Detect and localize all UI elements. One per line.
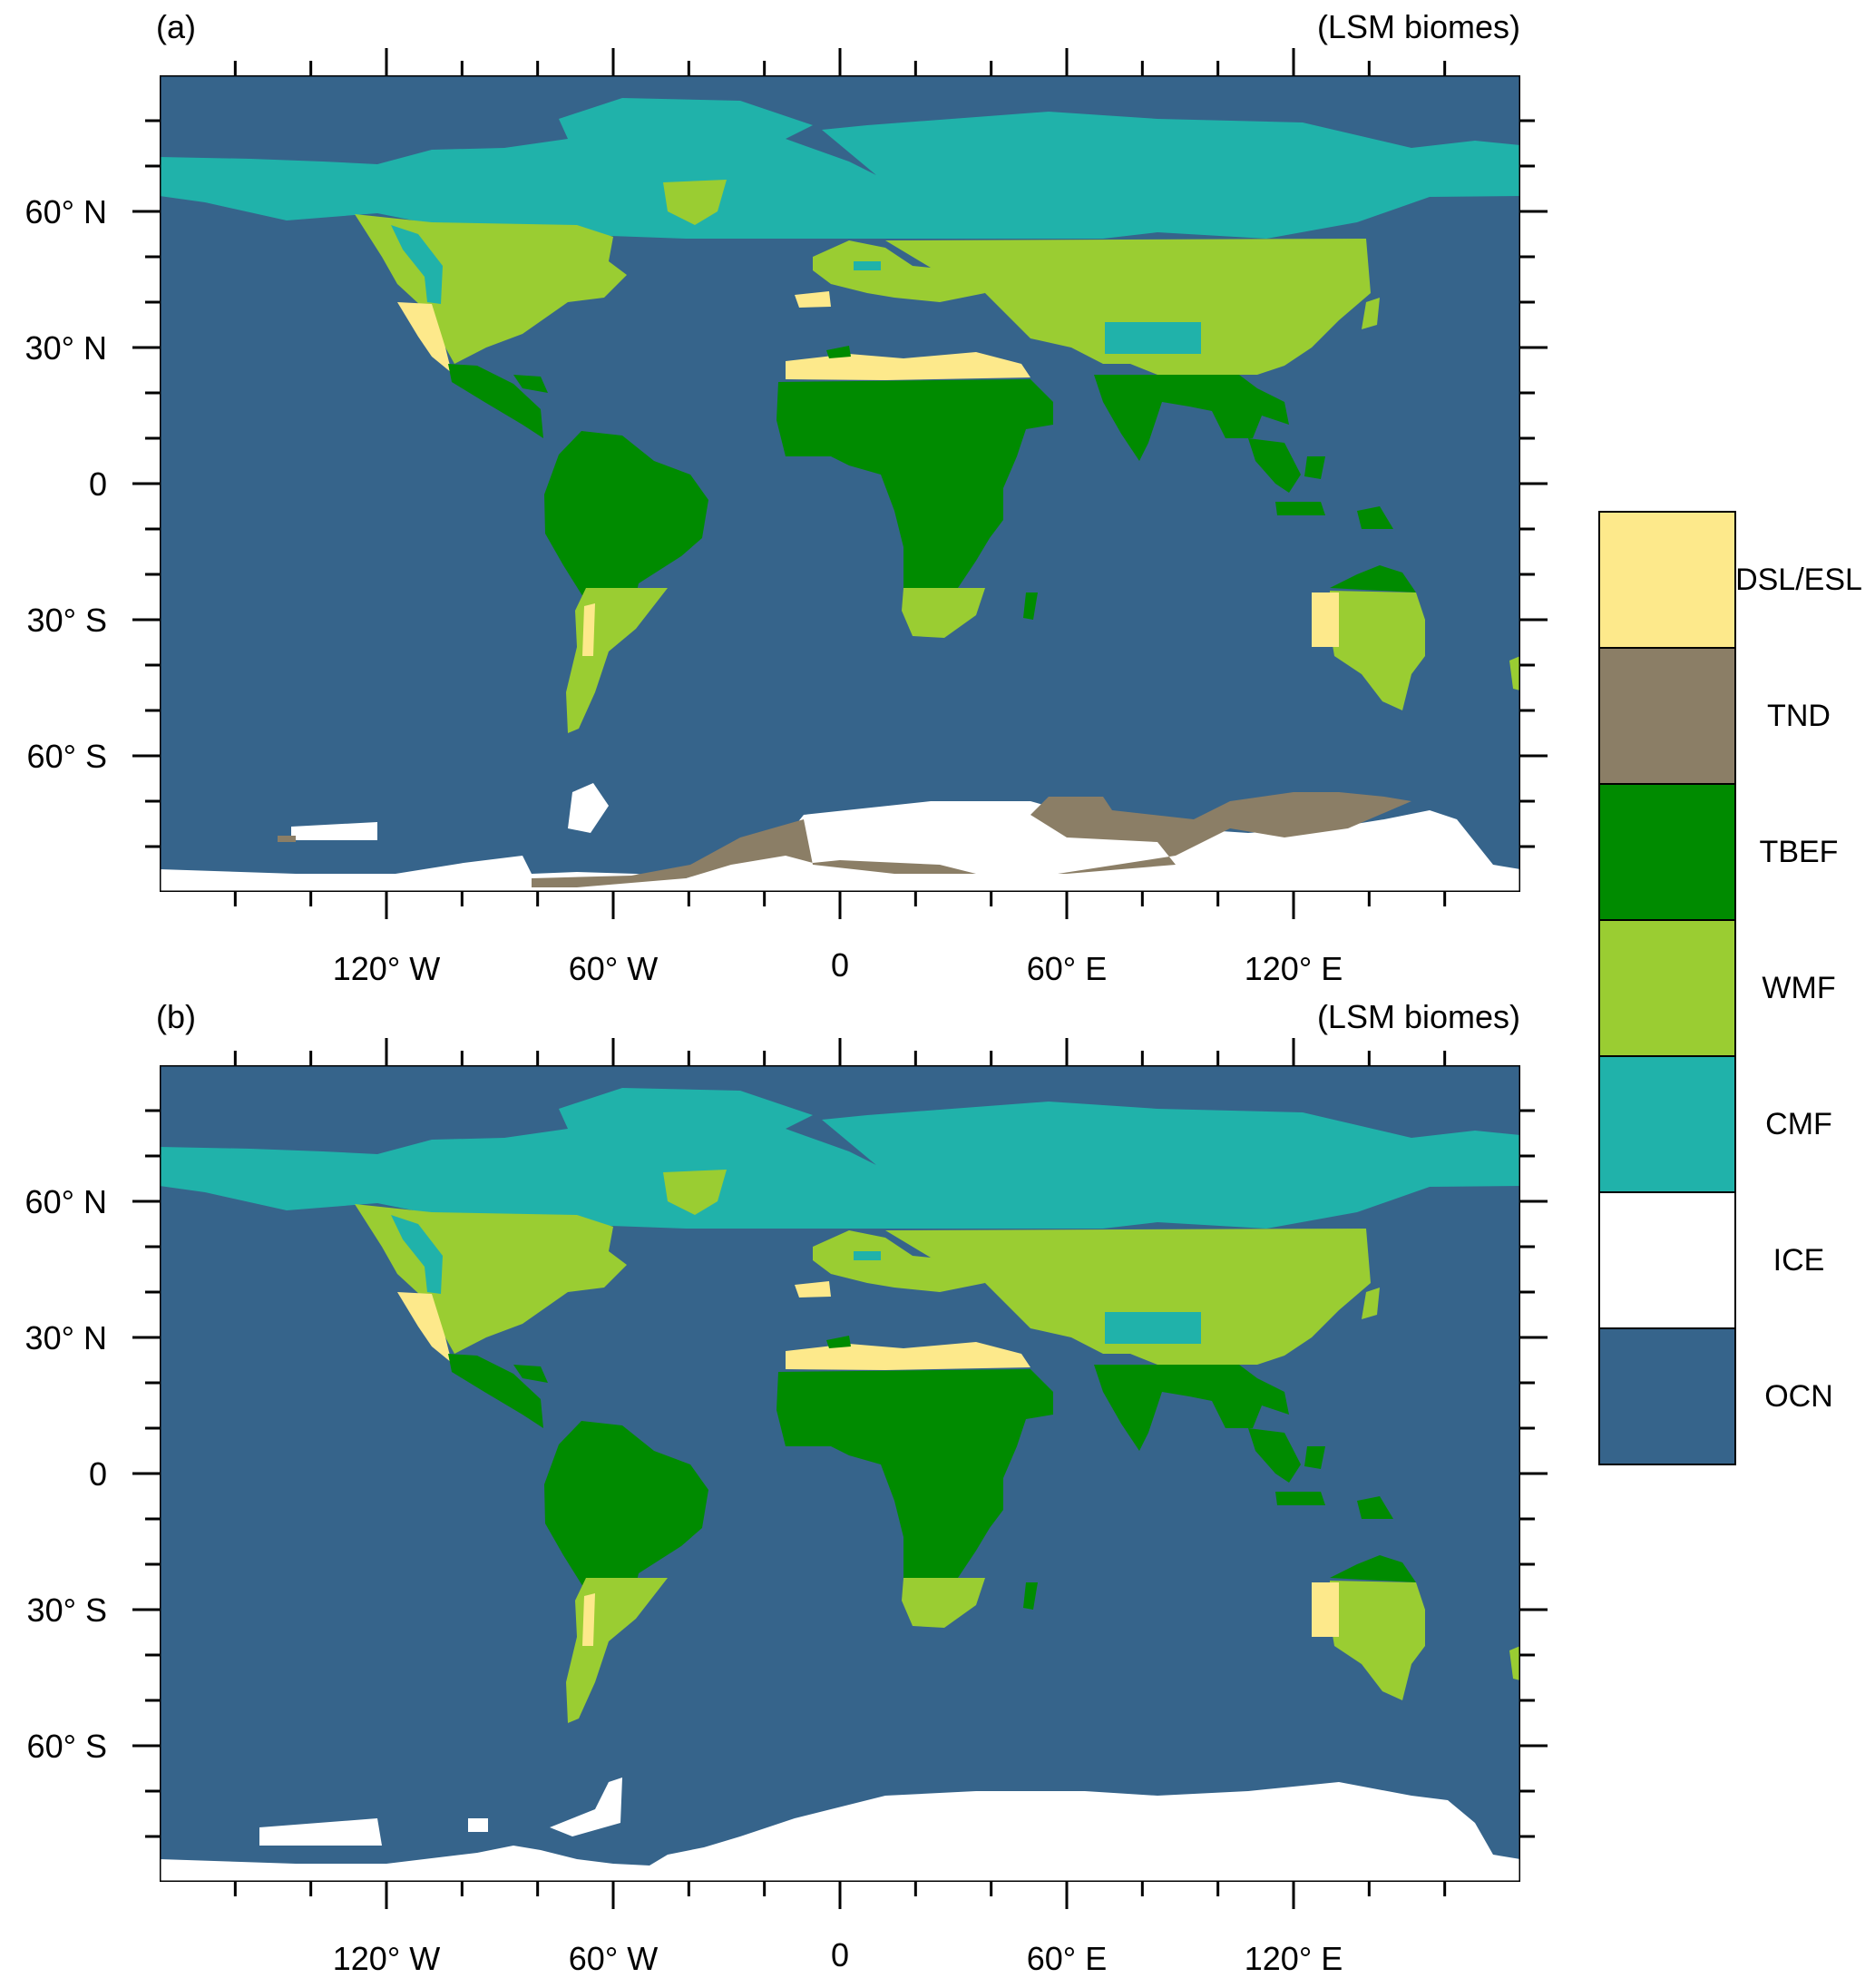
- legend-label: WMF: [1762, 971, 1835, 1005]
- map-panel-a: (a) (LSM biomes) 120° W 60° W 0: [25, 8, 1548, 987]
- antarctica-region: [160, 783, 1520, 892]
- panel-label: (a): [156, 8, 196, 45]
- lon-label: 120° W: [333, 1940, 440, 1977]
- biome-legend: DSL/ESL TND TBEF WMF CMF ICE OCN: [1598, 511, 1862, 1465]
- axis-labels: 120° W 60° W 0 60° E 120° E 60° N 30° N …: [25, 1183, 1343, 1977]
- map-frame: [160, 75, 1520, 892]
- lon-label: 0: [831, 946, 849, 984]
- lat-label: 0: [89, 1455, 107, 1493]
- lat-label: 30° S: [27, 1591, 107, 1629]
- legend-swatch: [1598, 511, 1736, 649]
- legend-label: TBEF: [1760, 835, 1839, 869]
- lon-label: 120° W: [333, 950, 440, 987]
- legend-swatch: [1598, 647, 1736, 785]
- legend-swatch: [1598, 1055, 1736, 1193]
- legend-swatch: [1598, 1191, 1736, 1329]
- antarctica-region: [160, 1777, 1520, 1882]
- map-panel-b: (b) (LSM biomes) 120° W 60° W 0 60° E: [25, 998, 1548, 1977]
- lat-label: 60° S: [27, 1728, 107, 1765]
- map-frame: [160, 1065, 1520, 1882]
- legend-swatch: [1598, 919, 1736, 1057]
- lon-label: 120° E: [1245, 1940, 1343, 1977]
- legend-label: TND: [1767, 699, 1831, 733]
- lat-label: 30° N: [25, 1319, 107, 1356]
- lon-label: 0: [831, 1936, 849, 1973]
- map-ticks: [132, 48, 1548, 919]
- lat-label: 30° N: [25, 329, 107, 367]
- legend-label: DSL/ESL: [1735, 563, 1862, 597]
- lat-label: 60° N: [25, 193, 107, 230]
- legend-swatch: [1598, 783, 1736, 921]
- lon-label: 60° E: [1027, 950, 1107, 987]
- lat-label: 30° S: [27, 602, 107, 639]
- lat-label: 60° N: [25, 1183, 107, 1220]
- map-ticks: [132, 1038, 1548, 1909]
- panel-title: (LSM biomes): [1317, 8, 1520, 45]
- lon-label: 60° W: [569, 950, 658, 987]
- legend-label: ICE: [1773, 1243, 1825, 1278]
- legend-label: OCN: [1764, 1379, 1833, 1414]
- legend-label: CMF: [1765, 1107, 1832, 1141]
- lon-label: 60° W: [569, 1940, 658, 1977]
- lat-label: 0: [89, 465, 107, 503]
- legend-swatch: [1598, 1327, 1736, 1465]
- panel-label: (b): [156, 998, 196, 1035]
- panel-title: (LSM biomes): [1317, 998, 1520, 1035]
- lon-label: 120° E: [1245, 950, 1343, 987]
- lat-label: 60° S: [27, 738, 107, 775]
- lon-label: 60° E: [1027, 1940, 1107, 1977]
- axis-labels: 120° W 60° W 0 60° E 120° E 60° N 30° N …: [25, 193, 1343, 987]
